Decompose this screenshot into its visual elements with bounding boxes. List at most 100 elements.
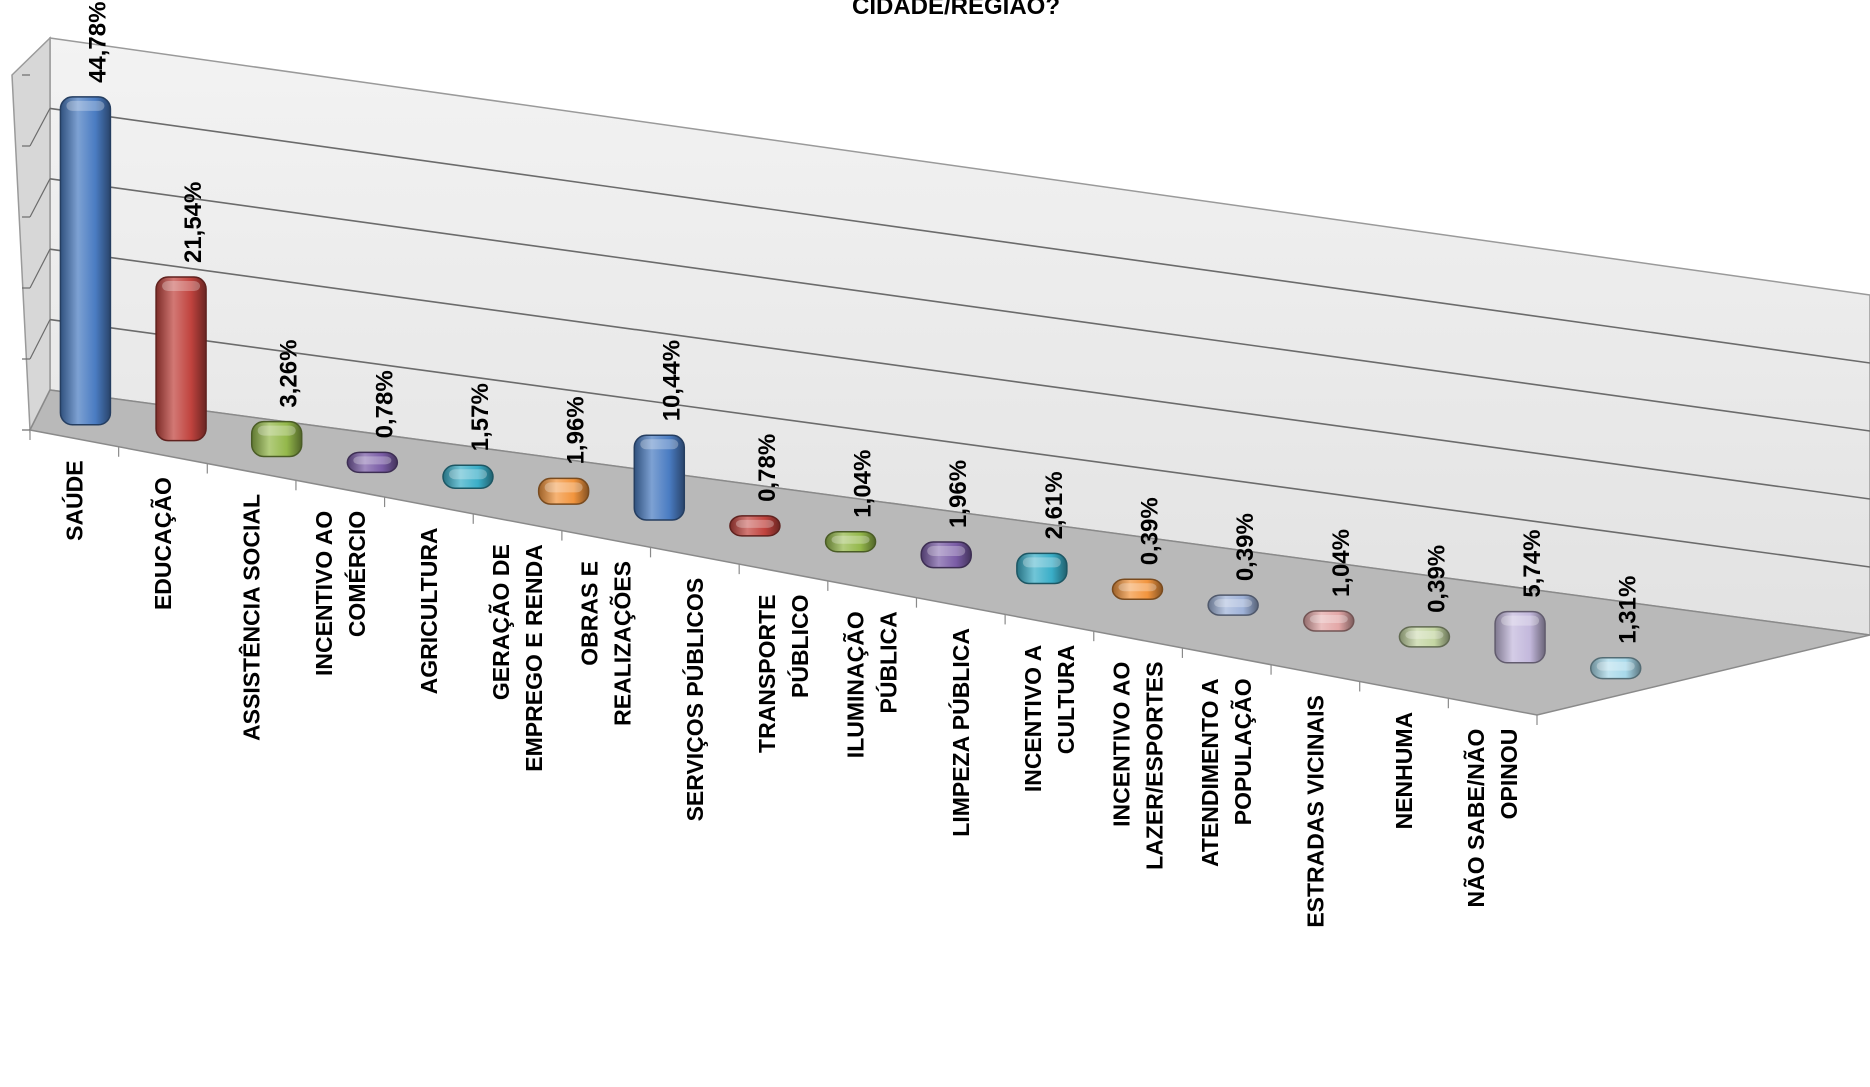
category-label-line: PÚBLICA	[875, 611, 902, 713]
category-label: NENHUMA	[1391, 712, 1417, 830]
category-label: INCENTIVO AO COMÉRCIO	[311, 511, 370, 676]
bar-body	[1589, 656, 1642, 680]
category-label-line: OPINOU	[1496, 729, 1522, 820]
value-label: 1,04%	[850, 450, 877, 518]
category-label: ESTRADAS VICINAIS	[1302, 695, 1328, 928]
bar-body	[920, 541, 972, 569]
category-label-line: SAÚDE	[60, 460, 87, 541]
bar-highlight	[162, 281, 201, 292]
bar-body	[1207, 594, 1259, 616]
bar	[250, 420, 303, 458]
category-label-line: INCENTIVO AO	[311, 511, 337, 676]
category-label-line: NENHUMA	[1391, 712, 1417, 830]
bar-highlight	[831, 535, 870, 544]
category-label-line: REALIZAÇÕES	[609, 561, 636, 726]
gridline-side	[29, 248, 51, 289]
value-label: 21,54%	[180, 182, 207, 263]
category-label-line: GERAÇÃO DE	[487, 544, 514, 700]
bar-highlight	[1118, 583, 1157, 592]
value-label: 0,78%	[754, 434, 781, 502]
category-label-line: OBRAS E	[577, 561, 603, 666]
category-label: OBRAS E REALIZAÇÕES	[577, 561, 636, 726]
bar-highlight	[448, 469, 487, 480]
bar-body	[633, 434, 686, 521]
value-label: 1,31%	[1615, 576, 1642, 644]
category-label: AGRICULTURA	[416, 527, 442, 694]
value-label: 10,44%	[658, 340, 685, 421]
value-label: 1,96%	[945, 460, 972, 528]
gridline-side	[29, 178, 51, 218]
category-labels: SAÚDE EDUCAÇÃO ASSISTÊNCIA SOCIAL INCENTIVO…	[60, 460, 1522, 927]
value-label: 0,78%	[371, 370, 398, 438]
bar	[346, 451, 399, 474]
category-label: TRANSPORTE PÚBLICO	[754, 595, 813, 753]
bar-highlight	[1309, 615, 1348, 624]
category-label-line: NÃO SABE/NÃO	[1462, 729, 1489, 908]
category-label-line: EMPREGO E RENDA	[521, 544, 547, 771]
value-label: 3,26%	[276, 340, 303, 408]
bar-highlight	[544, 482, 583, 493]
category-label: ILUMINAÇÃO PÚBLICA	[842, 611, 902, 758]
bar	[824, 530, 877, 553]
category-label-line: SERVIÇOS PÚBLICOS	[681, 578, 708, 822]
bar-highlight	[66, 100, 105, 111]
category-label-line: ESTRADAS VICINAIS	[1302, 695, 1328, 928]
bar-body	[155, 276, 207, 442]
bar	[59, 96, 112, 426]
bar-body	[442, 464, 494, 489]
bar-highlight	[1501, 615, 1540, 626]
gridline-side	[29, 319, 51, 360]
bar-highlight	[1214, 599, 1253, 608]
bar	[155, 276, 207, 442]
bar-highlight	[353, 456, 392, 465]
gridlines	[22, 74, 1870, 725]
category-label-line: POPULAÇÃO	[1229, 678, 1256, 825]
chart-title: CIDADE/REGIÃO?	[852, 0, 1060, 20]
gridline	[49, 178, 1870, 432]
category-label-line: LIMPEZA PÚBLICA	[947, 628, 974, 837]
bar	[1589, 656, 1642, 680]
category-label-line: ILUMINAÇÃO	[842, 611, 869, 758]
bar-body	[1398, 626, 1451, 648]
value-label: 0,39%	[1232, 513, 1259, 581]
side-wall	[11, 36, 51, 433]
bar-body	[250, 420, 303, 458]
category-label: SERVIÇOS PÚBLICOS	[681, 578, 708, 822]
category-label-line: INCENTIVO A	[1020, 645, 1046, 792]
bar-highlight	[735, 519, 774, 528]
category-label: INCENTIVO AO LAZER/ESPORTES	[1109, 662, 1168, 870]
bar	[537, 477, 590, 505]
category-label: SAÚDE	[60, 460, 87, 541]
bar	[1303, 610, 1355, 632]
category-label: ASSISTÊNCIA SOCIAL	[238, 494, 265, 741]
bar-body	[729, 515, 781, 537]
gridline-side	[29, 108, 51, 147]
value-label: 2,61%	[1041, 471, 1068, 539]
bar	[1111, 578, 1164, 601]
value-label: 44,78%	[84, 2, 111, 83]
bar-body	[824, 530, 877, 553]
gridline	[49, 318, 1870, 568]
gridline	[49, 107, 1870, 364]
category-label-line: TRANSPORTE	[754, 595, 780, 753]
value-label: 1,57%	[467, 383, 494, 451]
value-label: 5,74%	[1519, 530, 1546, 598]
bar-body	[1016, 552, 1068, 585]
gridline	[49, 248, 1870, 500]
category-label: INCENTIVO A CULTURA	[1020, 645, 1079, 792]
category-label: NÃO SABE/NÃO OPINOU	[1462, 729, 1522, 908]
bar-highlight	[1405, 630, 1444, 639]
category-label: ATENDIMENTO A POPULAÇÃO	[1197, 678, 1256, 867]
bar-body	[1494, 610, 1546, 664]
bar-body	[1303, 610, 1355, 632]
category-label: GERAÇÃO DE EMPREGO E RENDA	[487, 544, 547, 771]
bar	[920, 541, 972, 569]
category-label: LIMPEZA PÚBLICA	[947, 628, 974, 837]
bar-highlight	[1596, 661, 1635, 671]
value-label: 1,04%	[1328, 529, 1355, 597]
category-label-line: EDUCAÇÃO	[149, 477, 176, 610]
bars	[59, 96, 1642, 680]
bar-body	[537, 477, 590, 505]
